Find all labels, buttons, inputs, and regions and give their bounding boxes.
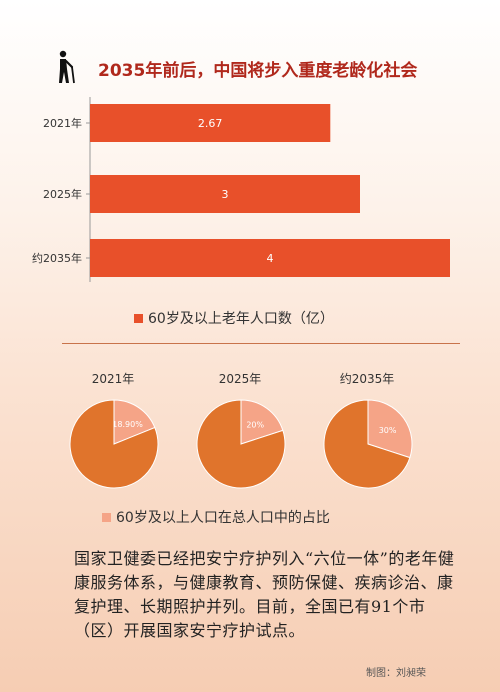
divider: [62, 343, 460, 344]
pie-chart-2021: 2021年 18.90%: [48, 370, 178, 500]
bar-value-label: 2.67: [198, 117, 223, 130]
pie-slice-label: 30%: [379, 426, 397, 435]
credit: 制图：刘昶荣: [366, 668, 426, 679]
bar-legend: 60岁及以上老年人口数（亿）: [134, 308, 334, 328]
pie-title: 2025年: [218, 372, 262, 386]
pie-svg: 18.90%: [69, 399, 159, 489]
pie-slice-label: 18.90%: [112, 420, 143, 429]
bar-legend-swatch: [134, 313, 143, 323]
pie-slice: [323, 399, 411, 489]
bar-value-label: 3: [222, 188, 229, 201]
y-tick-label: 2025年: [43, 187, 82, 201]
bar: [90, 175, 360, 213]
pie-title: 约2035年: [339, 372, 395, 386]
pie-legend-swatch: [102, 512, 111, 522]
bar-chart: 2021年 2.67 2025年 3 约2035年 4: [32, 97, 450, 282]
pie-slice: [240, 399, 284, 445]
pie-svg: 30%: [323, 399, 413, 489]
y-tick-label: 2021年: [43, 116, 82, 130]
pie-legend-label: 60岁及以上人口在总人口中的占比: [116, 510, 330, 526]
bar-value-label: 4: [267, 252, 274, 265]
page-title: 2035年前后，中国将步入重度老龄化社会: [98, 61, 418, 81]
bar: [90, 239, 450, 277]
pie-legend: 60岁及以上人口在总人口中的占比: [102, 507, 330, 527]
pie-slice: [113, 399, 156, 445]
pie-title: 2021年: [91, 372, 135, 386]
pie-slice: [196, 399, 286, 489]
header: 2035年前后，中国将步入重度老龄化社会: [0, 0, 500, 100]
elderly-walker-icon: [59, 50, 75, 84]
pie-slice-label: 20%: [246, 420, 264, 429]
bar-legend-label: 60岁及以上老年人口数（亿）: [148, 311, 334, 327]
pie-svg: 20%: [196, 399, 286, 489]
pie-slice: [69, 399, 159, 489]
pie-chart-2035: 约2035年 30%: [302, 370, 432, 500]
bar: [90, 104, 331, 142]
pie-chart-2025: 2025年 20%: [175, 370, 305, 500]
pie-slice: [367, 399, 413, 459]
body-text: 国家卫健委已经把安宁疗护列入“六位一体”的老年健康服务体系，与健康教育、预防保健…: [74, 549, 455, 640]
y-tick-label: 约2035年: [32, 251, 82, 265]
